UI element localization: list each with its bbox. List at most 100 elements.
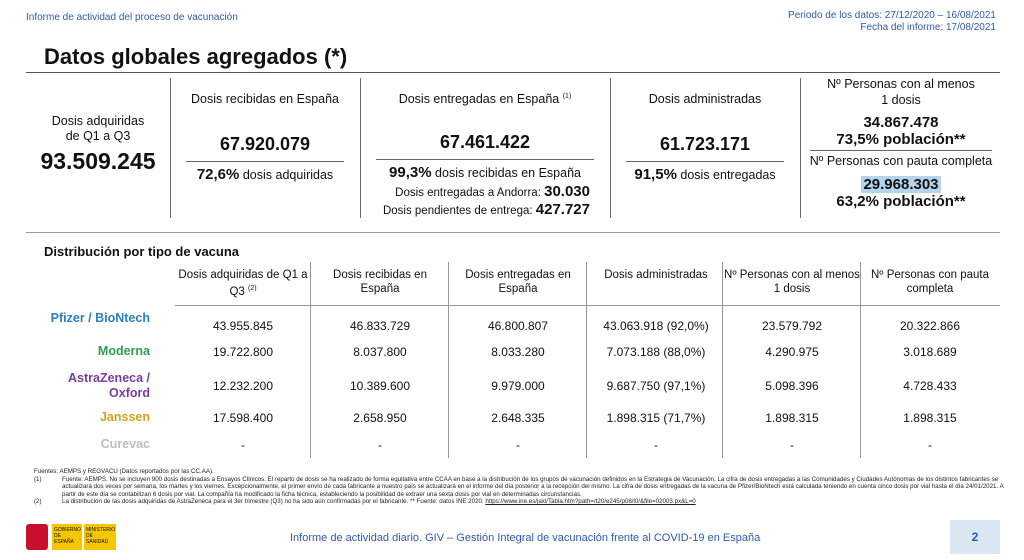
report-date: Fecha del informe: 17/08/2021 (860, 22, 996, 33)
column-header: Nº Personas con pauta completa (862, 268, 998, 296)
cell: 9.979.000 (491, 379, 545, 393)
separator (800, 78, 801, 218)
column-header: Dosis administradas (588, 268, 724, 282)
cell: 1.898.315 (903, 411, 957, 425)
cell: 10.389.600 (349, 379, 411, 393)
label: Dosis administradas (648, 92, 762, 106)
pct-label: dosis entregadas (680, 168, 776, 182)
value: 29.968.303 (861, 176, 941, 193)
cell: 43.063.918 (92,0%) (603, 319, 709, 333)
cell: 20.322.866 (899, 319, 961, 333)
sources: Fuentes: AEMPS y REGVACU (Datos reportad… (34, 468, 214, 475)
note2: (2) La distribución de las dosis adquirid… (34, 498, 1018, 506)
cell: - (790, 438, 794, 452)
cell: 23.579.792 (761, 319, 823, 333)
note-text: Fuente: AEMPS. No se incluyen 900 dosis … (62, 475, 1004, 498)
pct: 99,3% (389, 164, 432, 181)
header-rule (175, 305, 1000, 306)
cell: 3.018.689 (903, 345, 957, 359)
coat-of-arms (26, 524, 48, 550)
note1: (1) Fuente: AEMPS. No se incluyen 900 dos… (34, 476, 1018, 499)
page-number: 2 (950, 520, 1000, 554)
andorra-row: Dosis entregadas a Andorra: 30.030 (362, 183, 608, 200)
andorra-label: Dosis entregadas a Andorra: (395, 187, 541, 199)
title: Datos globales agregados (*) (44, 44, 348, 69)
cell: 12.232.200 (212, 379, 274, 393)
column-separator (310, 262, 311, 458)
pct-row: 72,6% dosis adquiridas (186, 161, 344, 183)
cell: 1.898.315 (765, 411, 819, 425)
vaccine-name: Moderna (97, 344, 150, 358)
logo-gov: GOBIERNO DE ESPAÑA (52, 524, 82, 550)
column-separator (586, 262, 587, 458)
cell: 5.098.396 (765, 379, 819, 393)
pending-row: Dosis pendientes de entrega: 427.727 (362, 201, 608, 218)
cell: - (516, 438, 520, 452)
cell: - (654, 438, 658, 452)
header-text: Nº Personas con al menos 1 dosis (724, 269, 860, 295)
logo-ministry: MINISTERIO DE SANIDAD (84, 524, 116, 550)
pct: 73,5% población** (810, 131, 992, 151)
pct: 91,5% (634, 166, 677, 183)
separator (170, 78, 171, 218)
cell: 19.722.800 (212, 345, 274, 359)
value-row: 29.968.303 (802, 176, 1000, 193)
acquired-box: Dosis adquiridas de Q1 a Q3 93.509.245 (26, 114, 170, 175)
column-separator (722, 262, 723, 458)
cell: - (241, 438, 245, 452)
header-text: Dosis adquiridas de Q1 a Q3 (178, 269, 308, 298)
pending-label: Dosis pendientes de entrega: (382, 205, 533, 217)
footer-text: Informe de actividad diario. GIV – Gesti… (290, 532, 761, 544)
cell: 4.728.433 (903, 379, 957, 393)
label: Dosis recibidas en España (191, 92, 339, 106)
label: Dosis adquiridas de Q1 a Q3 (51, 114, 145, 143)
pct-label: dosis recibidas en España (435, 166, 581, 180)
value: 93.509.245 (40, 148, 156, 174)
header-text: Nº Personas con pauta completa (871, 269, 989, 295)
note-text: La distribución de las dosis adquiridas … (62, 498, 484, 506)
column-separator (860, 262, 861, 458)
cell: 8.037.800 (353, 345, 407, 359)
pending-value: 427.727 (535, 201, 590, 218)
received-box: Dosis recibidas en España 67.920.079 72,… (172, 92, 358, 183)
separator (360, 78, 361, 218)
pct-label: dosis adquiridas (242, 168, 334, 182)
header-text: Dosis recibidas en España (333, 269, 427, 295)
header-dates: Periodo de los datos: 27/12/2020 – 16/08… (788, 10, 996, 34)
logo: GOBIERNO DE ESPAÑA MINISTERIO DE SANIDAD (26, 522, 116, 552)
administered-box: Dosis administradas 61.723.171 91,5% dos… (612, 92, 798, 183)
cell: 9.687.750 (97,1%) (606, 379, 706, 393)
cell: - (378, 438, 382, 452)
cell: 46.800.807 (487, 319, 549, 333)
value: 67.920.079 (219, 134, 311, 154)
header-text: Dosis administradas (604, 269, 708, 281)
value: 34.867.478 (863, 114, 939, 131)
note: (1) (562, 92, 572, 100)
column-header: Dosis adquiridas de Q1 a Q3 (2) (175, 268, 311, 299)
cell: 17.598.400 (212, 411, 274, 425)
footnotes: Fuentes: AEMPS y REGVACU (Datos reportad… (34, 468, 1018, 506)
label: Nº Personas con al menos 1 dosis (827, 77, 975, 107)
section-title: Distribución por tipo de vacuna (44, 244, 240, 259)
link[interactable]: https://www.ine.es/jaxi/Tabla.htm?path=/… (485, 498, 696, 506)
pct-row: 99,3% dosis recibidas en España (376, 159, 594, 181)
column-separator (448, 262, 449, 458)
note-mark: (2) (34, 498, 42, 506)
column-header: Dosis recibidas en España (312, 268, 448, 296)
label-row: Dosis entregadas en España (1) (362, 92, 608, 106)
header-text: Dosis entregadas en España (465, 269, 571, 295)
delivered-box: Dosis entregadas en España (1) 67.461.42… (362, 92, 608, 218)
vaccine-name: Curevac (100, 437, 150, 451)
cell: 1.898.315 (71,7%) (606, 411, 706, 425)
pct: 63,2% población** (836, 193, 966, 210)
column-header: Dosis entregadas en España (450, 268, 586, 296)
vaccine-name: Janssen (99, 410, 150, 424)
cell: - (928, 438, 932, 452)
column-header: Nº Personas con al menos 1 dosis (724, 268, 860, 296)
vaccine-name: AstraZeneca / Oxford (68, 371, 150, 400)
people-box: Nº Personas con al menos 1 dosis 34.867.… (802, 76, 1000, 210)
cell: 8.033.280 (491, 345, 545, 359)
cell: 7.073.188 (88,0%) (606, 345, 706, 359)
cell: 2.648.335 (491, 411, 545, 425)
